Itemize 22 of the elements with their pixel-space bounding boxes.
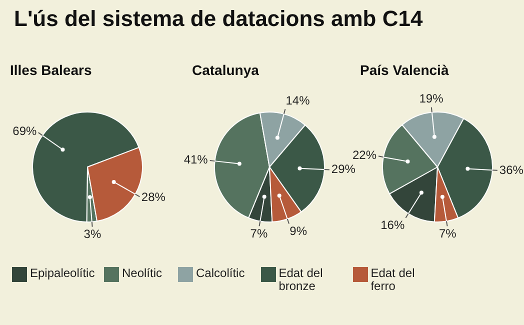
data-label: 29% bbox=[331, 162, 356, 176]
legend-label: Neolític bbox=[122, 266, 162, 280]
chart-title: L'ús del sistema de datacions amb C14 bbox=[14, 6, 423, 32]
data-label: 69% bbox=[12, 124, 38, 138]
data-label: 9% bbox=[290, 224, 308, 238]
data-label: 22% bbox=[352, 148, 377, 162]
chart-subtitle: País Valencià bbox=[360, 62, 449, 78]
legend-label: Epipaleolític bbox=[30, 266, 95, 280]
legend-label: Calcolític bbox=[196, 266, 245, 280]
legend-label: Edat del ferro bbox=[370, 266, 416, 293]
data-label: 3% bbox=[84, 227, 102, 242]
data-label: 19% bbox=[419, 92, 444, 106]
chart-subtitle: Illes Balears bbox=[10, 62, 92, 78]
data-label: 41% bbox=[184, 152, 208, 167]
data-label: 14% bbox=[286, 93, 310, 108]
data-label: 16% bbox=[380, 218, 405, 232]
chart-subtitle: Catalunya bbox=[192, 62, 259, 78]
data-label: 36% bbox=[499, 162, 524, 177]
data-label: 7% bbox=[438, 226, 457, 240]
legend-label: Edat del bronze bbox=[278, 266, 324, 293]
data-label: 28% bbox=[141, 190, 166, 204]
data-label: 7% bbox=[250, 226, 268, 240]
